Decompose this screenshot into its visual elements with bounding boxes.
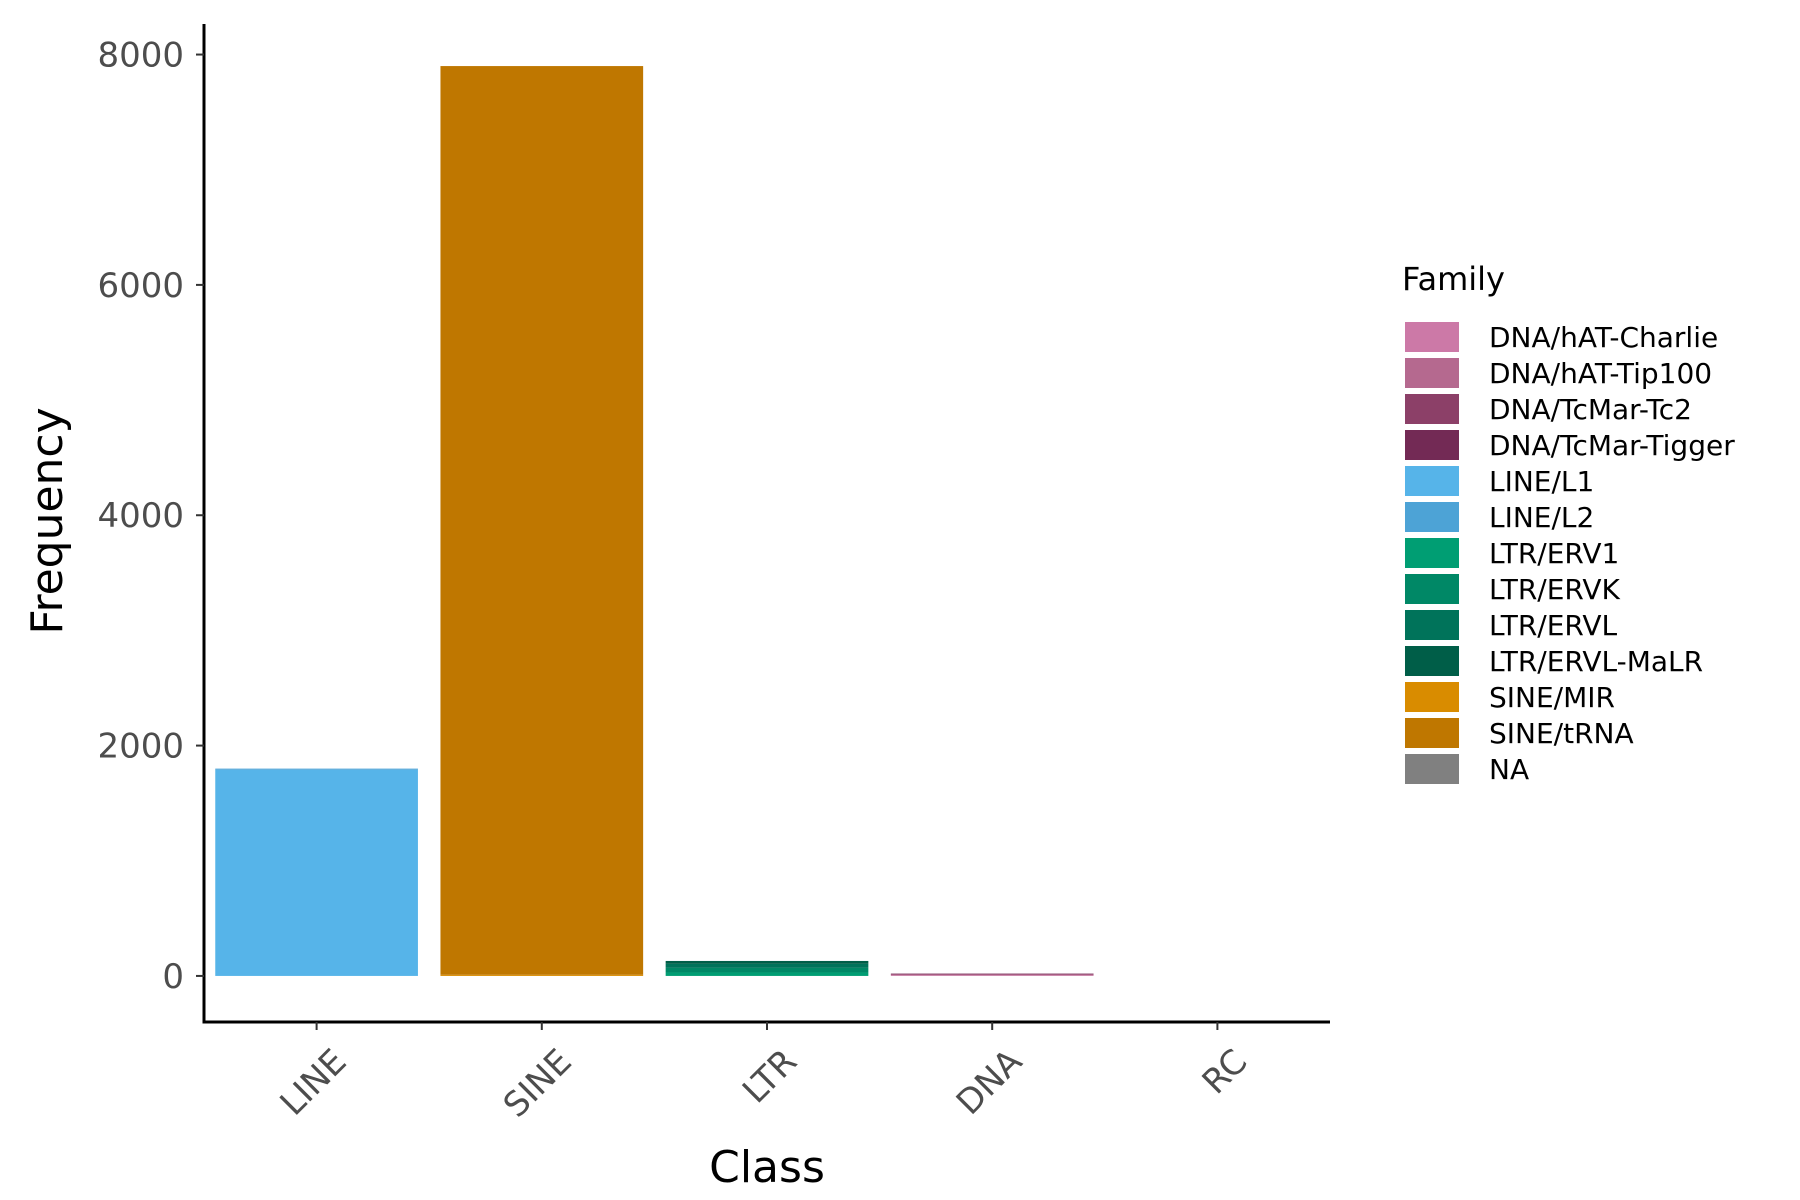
legend-swatch	[1405, 430, 1459, 460]
legend-title: Family	[1402, 260, 1505, 298]
x-tick-label: RC	[1195, 1042, 1256, 1103]
bars-group	[215, 66, 1094, 976]
legend-label: DNA/TcMar-Tc2	[1489, 393, 1692, 426]
y-tick-label: 8000	[97, 36, 184, 76]
x-tick-label: LTR	[735, 1042, 805, 1112]
legend-label: LTR/ERVL-MaLR	[1489, 645, 1703, 678]
legend-swatch	[1405, 394, 1459, 424]
y-tick-label: 6000	[97, 266, 184, 306]
bar-line-line-l2	[215, 768, 418, 770]
bar-line-line-l1	[215, 769, 418, 976]
legend-label: LINE/L1	[1489, 465, 1594, 498]
bar-sine-sine-mir	[440, 974, 644, 976]
bar-ltr-ltr-ervl	[665, 963, 869, 968]
bar-ltr-ltr-erv1	[665, 972, 869, 976]
legend-swatch	[1405, 646, 1459, 676]
legend-swatch	[1405, 682, 1459, 712]
legend-swatch	[1405, 754, 1459, 784]
x-tick-label: DNA	[949, 1042, 1030, 1123]
x-axis-title: Class	[709, 1142, 825, 1193]
legend: Family DNA/hAT-CharlieDNA/hAT-Tip100DNA/…	[1402, 260, 1735, 786]
x-tick-label: LINE	[273, 1042, 355, 1124]
legend-label: DNA/hAT-Tip100	[1489, 357, 1712, 390]
bar-sine-sine-trna	[440, 66, 644, 975]
legend-label: NA	[1489, 753, 1529, 786]
bar-dna-dna-hat-tip100	[890, 974, 1094, 976]
legend-label: DNA/hAT-Charlie	[1489, 321, 1718, 354]
bar-dna-dna-tcmar-tigger	[890, 973, 1094, 975]
x-tick-label: SINE	[496, 1042, 580, 1126]
legend-swatch	[1405, 358, 1459, 388]
legend-label: LTR/ERVK	[1489, 573, 1621, 606]
legend-swatch	[1405, 322, 1459, 352]
bar-ltr-ltr-ervl-malr	[665, 960, 869, 964]
bar-ltr-ltr-ervk	[665, 967, 869, 973]
y-axis-title: Frequency	[22, 407, 73, 634]
y-tick-label: 4000	[97, 496, 184, 536]
y-tick-label: 0	[162, 957, 184, 997]
legend-swatch	[1405, 466, 1459, 496]
legend-swatch	[1405, 538, 1459, 568]
legend-label: SINE/MIR	[1489, 681, 1615, 714]
y-axis-ticks: 0 2000 4000 6000 8000	[97, 36, 204, 997]
legend-label: DNA/TcMar-Tigger	[1489, 429, 1735, 462]
legend-swatch	[1405, 718, 1459, 748]
legend-swatch	[1405, 502, 1459, 532]
legend-swatch	[1405, 574, 1459, 604]
legend-label: SINE/tRNA	[1489, 717, 1634, 750]
legend-label: LTR/ERV1	[1489, 537, 1619, 570]
legend-swatch	[1405, 610, 1459, 640]
legend-label: LTR/ERVL	[1489, 609, 1618, 642]
x-axis-ticks: LINE SINE LTR DNA RC	[273, 1022, 1256, 1126]
y-tick-label: 2000	[97, 727, 184, 767]
legend-label: LINE/L2	[1489, 501, 1594, 534]
bar-dna-dna-hat-charlie	[890, 975, 1094, 976]
